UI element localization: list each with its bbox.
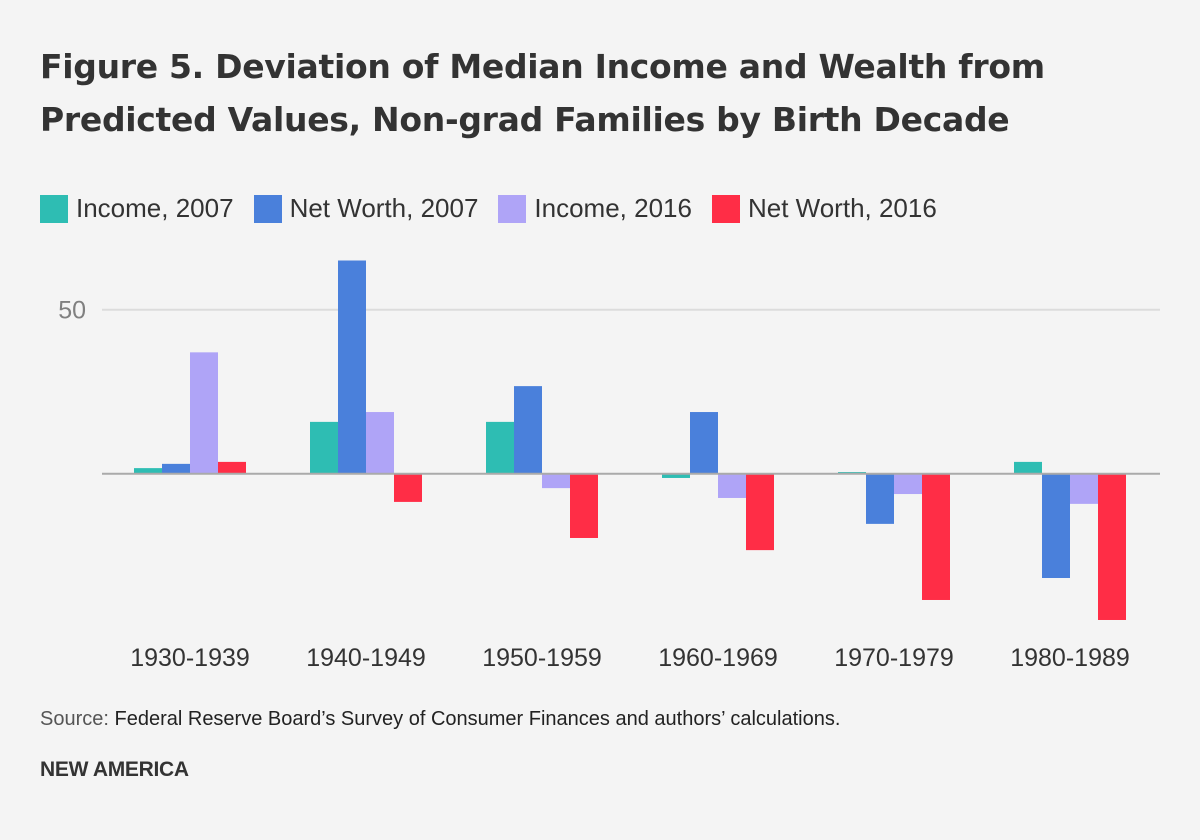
bar-net-worth-2007-1940-1949 [338,260,366,474]
bar-income-2007-1960-1969 [662,473,690,478]
legend-item-income-2007: Income, 2007 [40,193,234,224]
bar-income-2016-1950-1959 [542,473,570,489]
source-text: Federal Reserve Board’s Survey of Consum… [114,708,841,730]
bar-net-worth-2016-1930-1939 [218,461,246,474]
chart-title: Figure 5. Deviation of Median Income and… [40,47,1045,139]
legend-item-net-worth-2016: Net Worth, 2016 [711,193,937,224]
legend-swatch-net-worth-2007 [253,194,282,223]
bar-income-2016-1960-1969 [718,473,746,498]
bar-net-worth-2016-1940-1949 [394,473,422,502]
legend-item-income-2016: Income, 2016 [498,193,692,224]
bar-net-worth-2016-1970-1979 [922,473,950,600]
source-label: Source: [40,708,109,730]
legend-swatch-income-2016 [498,194,527,223]
source-note: Source: Federal Reserve Board’s Survey o… [40,708,840,731]
bar-net-worth-2007-1960-1969 [690,412,718,474]
bar-income-2007-1950-1959 [486,421,514,474]
bar-net-worth-2007-1950-1959 [514,386,542,474]
bar-income-2016-1930-1939 [190,352,218,474]
legend-item-net-worth-2007: Net Worth, 2007 [253,193,479,224]
y-tick-label: 50 [58,297,86,325]
legend-label: Net Worth, 2016 [747,193,937,223]
legend-label: Income, 2016 [534,193,692,223]
legend: Income, 2007 Net Worth, 2007 Income, 201… [40,193,957,224]
bar-net-worth-2016-1950-1959 [570,473,598,538]
bar-income-2016-1970-1979 [894,473,922,495]
x-tick-label: 1970-1979 [834,644,954,672]
bar-income-2007-1930-1939 [134,468,162,474]
bar-income-2007-1940-1949 [310,421,338,474]
brand-logo: NEW AMERICA [40,758,189,781]
x-tick-label: 1940-1949 [306,644,426,672]
bar-net-worth-2007-1970-1979 [866,473,894,524]
legend-swatch-net-worth-2016 [711,194,740,223]
bar-chart: 50 1930-1939 1940-1949 1950-1959 1960-1969 1… [58,260,1160,672]
x-tick-label: 1950-1959 [482,644,602,672]
x-tick-label: 1960-1969 [658,644,778,672]
bar-net-worth-2007-1930-1939 [162,463,190,474]
x-tick-label: 1980-1989 [1010,644,1130,672]
legend-label: Income, 2007 [76,193,234,223]
bar-net-worth-2007-1980-1989 [1042,473,1070,579]
bar-net-worth-2016-1980-1989 [1098,473,1126,620]
legend-swatch-income-2007 [40,194,68,223]
bar-income-2007-1980-1989 [1014,461,1042,474]
legend-label: Net Worth, 2007 [289,193,479,223]
bar-income-2016-1980-1989 [1070,473,1098,504]
bar-net-worth-2016-1960-1969 [746,473,774,551]
bar-income-2016-1940-1949 [366,412,394,474]
x-tick-label: 1930-1939 [130,644,250,672]
